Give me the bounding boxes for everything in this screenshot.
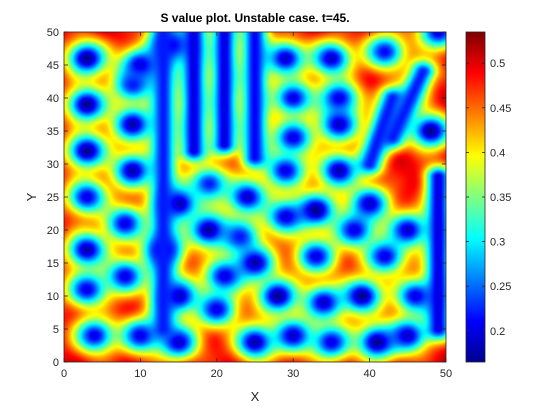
colorbar: 0.2 0.25 0.3 0.35 0.4 0.45 0.5	[465, 31, 511, 363]
y-tick-label: 35	[47, 126, 59, 138]
x-tick-label: 0	[61, 368, 67, 380]
x-tick-label: 30	[287, 368, 299, 380]
heatmap-image	[64, 32, 446, 362]
colorbar-tick-label: 0.45	[490, 103, 511, 115]
y-axis-label: Y	[24, 192, 39, 201]
x-tick-label: 10	[134, 368, 146, 380]
colorbar-ticks: 0.2 0.25 0.3 0.35 0.4 0.45 0.5	[466, 58, 511, 338]
colorbar-tick-label: 0.2	[490, 326, 505, 338]
y-tick-label: 50	[47, 27, 59, 39]
y-tick-label: 0	[53, 357, 59, 369]
y-tick-label: 25	[47, 192, 59, 204]
y-axis-ticks: 0 5 10 15 20 25 30 35 40 45 50	[47, 27, 446, 369]
colorbar-tick-label: 0.4	[490, 147, 505, 159]
colorbar-tick-label: 0.35	[490, 192, 511, 204]
x-axis-label: X	[251, 389, 260, 404]
x-axis-ticks: 0 10 20 30 40 50	[61, 32, 452, 380]
colorbar-tick-label: 0.3	[490, 237, 505, 249]
y-tick-label: 10	[47, 291, 59, 303]
y-tick-label: 45	[47, 60, 59, 72]
y-tick-label: 5	[53, 324, 59, 336]
x-tick-label: 40	[363, 368, 375, 380]
y-tick-label: 30	[47, 159, 59, 171]
x-tick-label: 50	[440, 368, 452, 380]
colorbar-tick-label: 0.5	[490, 58, 505, 70]
y-tick-label: 20	[47, 225, 59, 237]
colorbar-tick-label: 0.25	[490, 281, 511, 293]
x-tick-label: 20	[211, 368, 223, 380]
y-tick-label: 15	[47, 258, 59, 270]
y-tick-label: 40	[47, 93, 59, 105]
chart-title: S value plot. Unstable case. t=45.	[160, 11, 349, 25]
heatmap-plot-area	[63, 31, 447, 363]
